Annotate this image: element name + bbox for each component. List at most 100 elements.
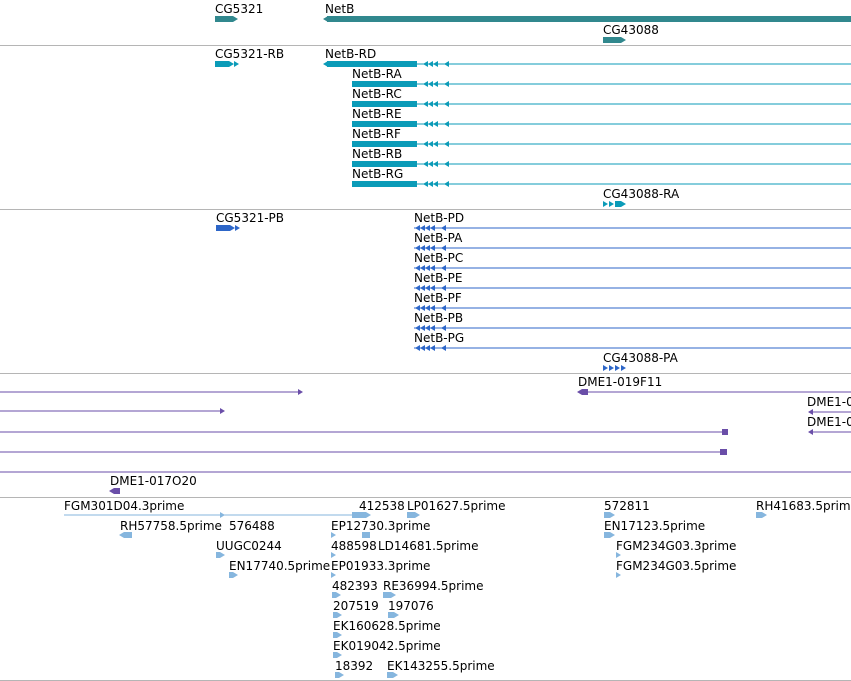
est-label[interactable]: EP01933.3prime — [331, 559, 431, 573]
est-glyph[interactable] — [332, 592, 341, 598]
transcript-glyph[interactable] — [352, 181, 851, 187]
protein-glyph[interactable] — [216, 225, 240, 231]
est-label[interactable]: EN17740.5prime — [229, 559, 331, 573]
est-glyph[interactable] — [604, 512, 615, 518]
transcript-label[interactable]: CG5321-RB — [215, 47, 285, 61]
est-label[interactable]: EN17123.5prime — [604, 519, 706, 533]
est-glyph[interactable] — [331, 572, 336, 578]
transcript-glyph[interactable] — [352, 81, 851, 87]
est-label[interactable]: UUGC0244 — [216, 539, 282, 553]
est-label[interactable]: EK143255.5prime — [387, 659, 495, 673]
est-glyph[interactable] — [335, 672, 344, 678]
gene-label[interactable]: CG5321 — [215, 2, 264, 16]
est-glyph[interactable] — [604, 532, 615, 538]
cdna-glyph[interactable] — [0, 389, 303, 395]
est-glyph[interactable] — [387, 672, 398, 678]
transcript-glyph[interactable] — [352, 121, 851, 127]
est-label[interactable]: 197076 — [388, 599, 434, 613]
cdna-label[interactable]: DME1-019F11 — [578, 375, 663, 389]
est-glyph[interactable] — [616, 552, 621, 558]
protein-label[interactable]: CG5321-PB — [216, 211, 285, 225]
est-label[interactable]: FGM301D04.3prime — [64, 499, 185, 513]
transcript-glyph[interactable] — [323, 61, 851, 67]
est-glyph[interactable] — [616, 572, 621, 578]
est-label[interactable]: 207519 — [333, 599, 379, 613]
est-glyph[interactable] — [331, 532, 370, 538]
cdna-label[interactable]: DME1-0 — [807, 415, 851, 429]
transcript-glyph[interactable] — [352, 141, 851, 147]
est-label[interactable]: 18392 — [335, 659, 374, 673]
cdna-glyph[interactable] — [808, 429, 851, 435]
transcript-glyph[interactable] — [215, 61, 239, 67]
est-glyph[interactable] — [333, 632, 342, 638]
protein-label[interactable]: NetB-PC — [414, 251, 464, 265]
cdna-label[interactable]: DME1-0 — [807, 395, 851, 409]
cdna-glyph[interactable] — [808, 409, 851, 415]
est-glyph[interactable] — [216, 552, 225, 558]
protein-label[interactable]: NetB-PE — [414, 271, 463, 285]
protein-glyph[interactable] — [414, 245, 851, 251]
transcript-glyph[interactable] — [352, 161, 851, 167]
est-label[interactable]: EP12730.3prime — [331, 519, 431, 533]
cdna-glyph[interactable] — [577, 389, 851, 395]
est-label[interactable]: RH57758.5prime — [120, 519, 222, 533]
est-glyph[interactable] — [64, 512, 371, 518]
protein-label[interactable]: NetB-PB — [414, 311, 464, 325]
transcript-label[interactable]: NetB-RF — [352, 127, 401, 141]
est-label[interactable]: FGM234G03.5prime — [616, 559, 737, 573]
gene-glyph[interactable] — [603, 37, 626, 43]
transcript-label[interactable]: NetB-RG — [352, 167, 404, 181]
transcript-glyph[interactable] — [352, 101, 851, 107]
transcript-label[interactable]: NetB-RC — [352, 87, 402, 101]
protein-glyph[interactable] — [414, 305, 851, 311]
est-label[interactable]: EK019042.5prime — [333, 639, 441, 653]
est-label[interactable]: 412538 — [359, 499, 405, 513]
cdna-glyph[interactable] — [0, 408, 225, 414]
est-label[interactable]: 572811 — [604, 499, 650, 513]
protein-label[interactable]: NetB-PA — [414, 231, 463, 245]
est-glyph[interactable] — [383, 592, 396, 598]
protein-glyph[interactable] — [414, 285, 851, 291]
est-glyph[interactable] — [333, 652, 342, 658]
est-label[interactable]: 576488 — [229, 519, 275, 533]
protein-label[interactable]: NetB-PG — [414, 331, 465, 345]
est-label[interactable]: LD14681.5prime — [378, 539, 479, 553]
protein-glyph[interactable] — [414, 265, 851, 271]
est-label[interactable]: LP01627.5prime — [407, 499, 506, 513]
est-label[interactable]: RE36994.5prime — [383, 579, 484, 593]
protein-label[interactable]: NetB-PF — [414, 291, 462, 305]
protein-glyph[interactable] — [414, 325, 851, 331]
gene-label[interactable]: CG43088 — [603, 23, 659, 37]
cdna-glyph[interactable] — [109, 488, 120, 494]
transcript-label[interactable]: CG43088-RA — [603, 187, 680, 201]
est-glyph[interactable] — [229, 572, 238, 578]
cdna-glyph[interactable] — [0, 449, 727, 455]
est-label[interactable]: FGM234G03.3prime — [616, 539, 737, 553]
est-label[interactable]: RH41683.5prime — [756, 499, 851, 513]
transcript-glyph[interactable] — [603, 201, 626, 207]
est-glyph[interactable] — [756, 512, 767, 518]
protein-glyph[interactable] — [603, 365, 626, 371]
est-glyph[interactable] — [407, 512, 420, 518]
protein-glyph[interactable] — [414, 345, 851, 351]
est-glyph[interactable] — [331, 552, 336, 558]
est-glyph[interactable] — [119, 532, 132, 538]
gene-glyph[interactable] — [323, 16, 851, 22]
cdna-glyph[interactable] — [0, 429, 728, 435]
transcript-label[interactable]: NetB-RA — [352, 67, 402, 81]
est-glyph[interactable] — [333, 612, 342, 618]
gene-label[interactable]: NetB — [325, 2, 355, 16]
protein-label[interactable]: NetB-PD — [414, 211, 465, 225]
est-label[interactable]: EK160628.5prime — [333, 619, 441, 633]
est-label[interactable]: 482393 — [332, 579, 378, 593]
est-glyph[interactable] — [388, 612, 399, 618]
est-label[interactable]: 488598 — [331, 539, 377, 553]
gene-glyph[interactable] — [215, 16, 238, 22]
protein-glyph[interactable] — [414, 225, 851, 231]
transcript-label[interactable]: NetB-RE — [352, 107, 402, 121]
cdna-label[interactable]: DME1-017O20 — [110, 474, 197, 488]
arrow-left-icon — [415, 305, 420, 311]
protein-label[interactable]: CG43088-PA — [603, 351, 678, 365]
transcript-label[interactable]: NetB-RD — [325, 47, 377, 61]
transcript-label[interactable]: NetB-RB — [352, 147, 403, 161]
